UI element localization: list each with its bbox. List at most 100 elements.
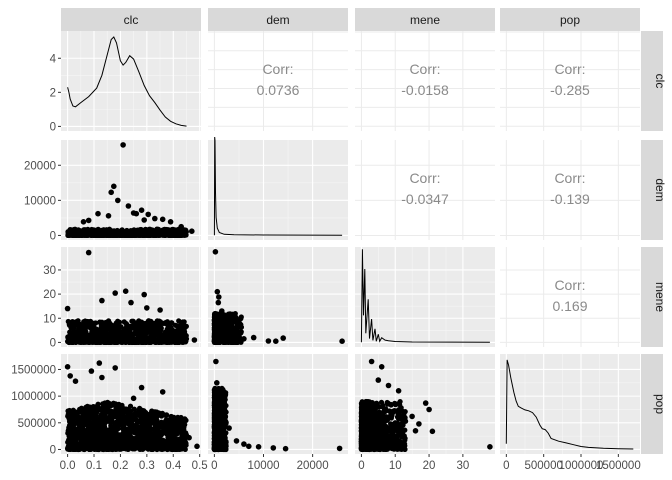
scatter-point	[83, 445, 89, 451]
scatter-point	[218, 436, 224, 443]
panel-background	[208, 354, 348, 454]
scatter-point	[144, 443, 151, 449]
scatter-point	[83, 421, 89, 427]
scatter-point	[93, 414, 99, 420]
scatter-point	[130, 319, 137, 325]
scatter-point	[86, 436, 92, 442]
scatter-point	[107, 232, 113, 238]
scatter-point	[213, 358, 219, 365]
scatter-point	[235, 339, 241, 345]
scatter-point	[139, 407, 145, 413]
scatter-point	[81, 319, 87, 325]
scatter-point	[138, 207, 145, 213]
corr-label: Corr:	[554, 277, 585, 293]
scatter-point	[88, 228, 94, 234]
scatter-point	[76, 425, 82, 431]
scatter-point	[165, 425, 171, 431]
scatter-point	[95, 404, 101, 410]
scatter-point	[181, 430, 187, 436]
scatter-point	[159, 389, 166, 395]
density-line-dem	[213, 136, 343, 236]
scatter-point	[113, 401, 119, 407]
scatter-point	[181, 424, 187, 430]
scatter-point	[180, 323, 187, 329]
scatter-point	[97, 232, 103, 238]
scatter-point	[144, 330, 150, 336]
panel-background	[208, 140, 348, 240]
scatter-point	[131, 232, 137, 238]
scatter-point	[96, 360, 103, 366]
scatter-point	[64, 305, 71, 312]
scatter-point	[219, 308, 225, 314]
scatter-point	[138, 384, 145, 391]
scatter-point	[166, 231, 172, 238]
scatter-point	[231, 333, 237, 339]
scatter-point	[66, 416, 72, 422]
scatter-point	[98, 431, 104, 438]
scatter-point	[236, 330, 242, 337]
scatter-point	[118, 229, 124, 235]
scatter-point	[149, 338, 155, 344]
scatter-point	[104, 406, 110, 413]
scatter-point	[121, 319, 127, 325]
scatter-point	[115, 197, 121, 204]
scatter-point	[216, 398, 223, 405]
scatter-point	[168, 338, 174, 344]
scatter-point	[182, 339, 189, 345]
panel-grid	[500, 31, 640, 131]
scatter-point	[168, 320, 175, 326]
scatter-point	[158, 413, 165, 419]
scatter-point	[153, 330, 159, 336]
scatter-point	[135, 319, 141, 325]
scatter-point	[212, 249, 219, 255]
scatter-point	[82, 339, 88, 345]
scatter-point	[99, 297, 105, 304]
scatter-point	[82, 232, 88, 238]
scatter-point	[154, 337, 160, 344]
panel-grid	[208, 31, 348, 131]
scatter-point	[282, 445, 289, 452]
scatter-point	[161, 339, 167, 345]
scatter-point	[211, 318, 217, 324]
scatter-point	[81, 408, 87, 414]
scatter-point	[77, 406, 83, 412]
scatter-point	[92, 338, 98, 345]
scatter-point	[213, 435, 219, 441]
scatter-point	[98, 414, 104, 420]
scatter-point	[175, 414, 181, 420]
scatter-point	[141, 291, 147, 298]
scatter-point	[85, 440, 91, 446]
scatter-point	[127, 409, 133, 415]
scatter-point	[177, 429, 184, 435]
scatter-point	[105, 399, 111, 405]
scatter-point	[95, 210, 101, 217]
scatter-point	[154, 424, 160, 430]
scatter-point	[255, 444, 262, 450]
scatter-point	[72, 409, 78, 415]
scatter-point	[99, 418, 106, 424]
scatter-point	[241, 336, 247, 342]
corr-value: 0.0736	[257, 82, 300, 98]
scatter-point	[67, 227, 73, 233]
scatter-point	[122, 288, 129, 295]
scatter-point	[134, 435, 140, 441]
scatter-point	[220, 419, 226, 425]
scatter-point	[238, 314, 244, 320]
scatter-point	[280, 335, 287, 341]
scatter-point	[163, 439, 169, 445]
scatter-point	[81, 413, 87, 419]
corr-value: -0.285	[550, 82, 590, 98]
scatter-point	[221, 313, 227, 319]
scatter-point	[91, 320, 97, 326]
scatter-point	[211, 412, 217, 418]
panel-pop-mene	[355, 354, 495, 454]
scatter-point	[250, 334, 257, 341]
scatter-point	[146, 232, 152, 238]
scatter-point	[131, 406, 137, 412]
scatter-point	[92, 424, 99, 430]
scatter-point	[111, 183, 117, 190]
scatter-points-pop_vs_clc	[64, 360, 200, 453]
scatter-point	[139, 437, 145, 443]
scatter-point	[212, 425, 218, 431]
scatter-point	[226, 425, 232, 431]
